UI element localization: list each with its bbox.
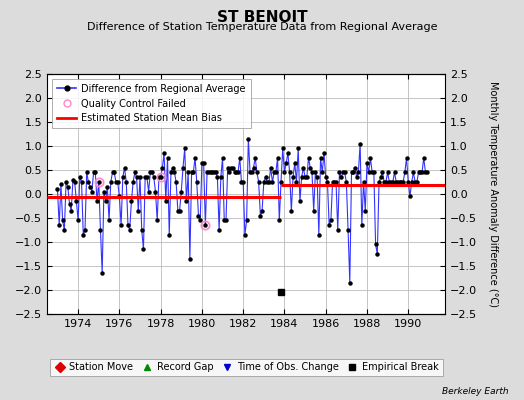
- Text: Difference of Station Temperature Data from Regional Average: Difference of Station Temperature Data f…: [87, 22, 437, 32]
- Y-axis label: Monthly Temperature Anomaly Difference (°C): Monthly Temperature Anomaly Difference (…: [488, 81, 498, 307]
- Text: ST BENOIT: ST BENOIT: [217, 10, 307, 25]
- Legend: Station Move, Record Gap, Time of Obs. Change, Empirical Break: Station Move, Record Gap, Time of Obs. C…: [50, 358, 443, 376]
- Text: Berkeley Earth: Berkeley Earth: [442, 387, 508, 396]
